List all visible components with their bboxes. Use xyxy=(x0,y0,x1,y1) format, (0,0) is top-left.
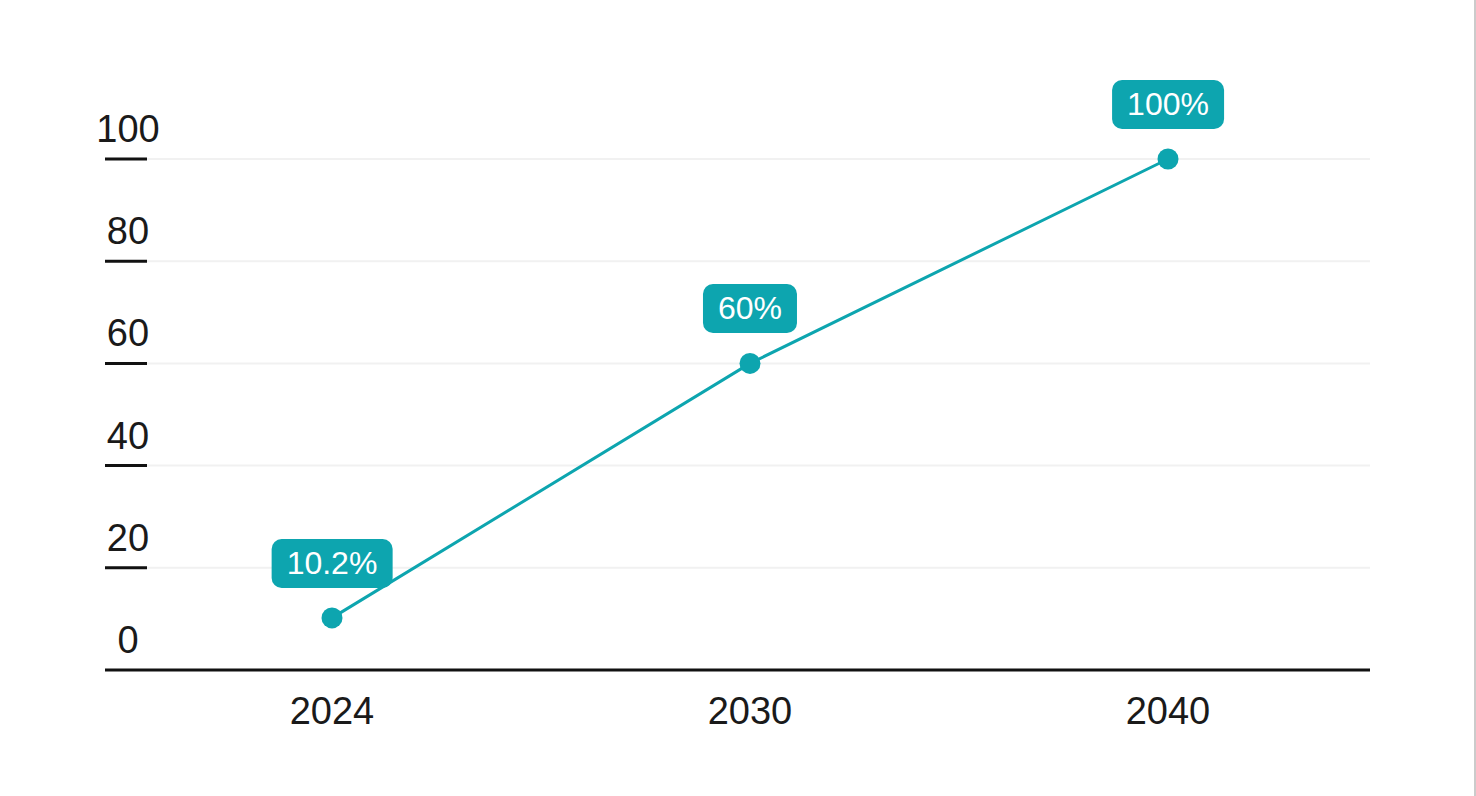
data-point xyxy=(740,353,761,374)
x-axis-label: 2030 xyxy=(708,690,793,732)
line-chart: 020406080100202420302040 10.2%60%100% xyxy=(0,0,1474,796)
y-axis-tick-label: 80 xyxy=(107,210,149,252)
data-label-badge: 10.2% xyxy=(272,539,393,588)
x-axis-label: 2040 xyxy=(1126,690,1211,732)
data-point xyxy=(1158,149,1179,170)
y-axis-tick-label: 20 xyxy=(107,517,149,559)
series-line xyxy=(332,159,1168,618)
y-axis-tick-label: 60 xyxy=(107,312,149,354)
data-label-badge: 60% xyxy=(703,284,797,333)
data-point xyxy=(322,607,343,628)
x-axis-label: 2024 xyxy=(290,690,375,732)
data-label-badge: 100% xyxy=(1112,80,1224,129)
y-axis-tick-label: 100 xyxy=(96,108,159,150)
y-axis-tick-label: 40 xyxy=(107,415,149,457)
chart-canvas: 020406080100202420302040 xyxy=(0,0,1476,796)
y-axis-tick-label: 0 xyxy=(117,619,138,661)
